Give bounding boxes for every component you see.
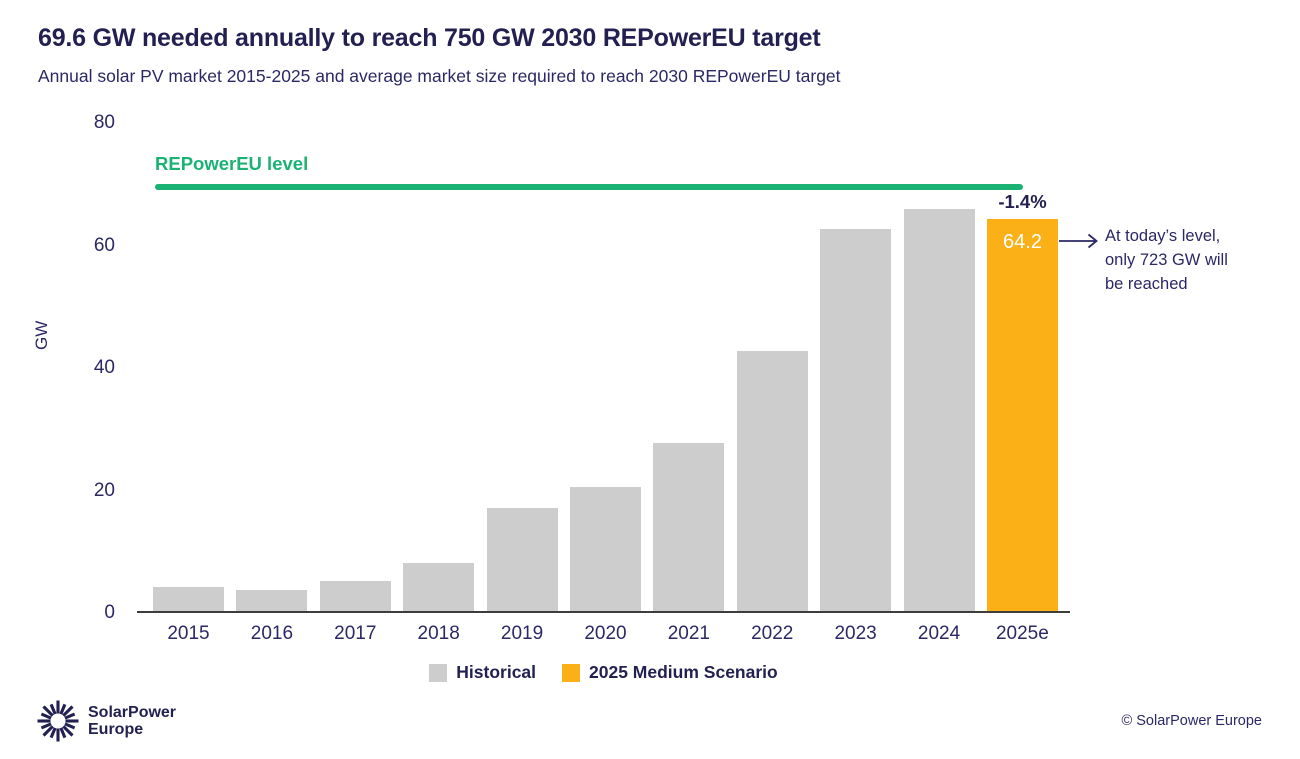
bar-column-2022: 2022 (736, 123, 808, 644)
repowereu-line-label: REPowerEU level (155, 153, 309, 174)
bar-column-2023: 2023 (820, 123, 892, 644)
bar-2024 (903, 209, 975, 611)
legend-item-historical: Historical (429, 662, 536, 683)
bar-column-2015: 2015 (153, 123, 224, 644)
bar-2017 (319, 580, 391, 611)
y-tick-0: 0 (104, 602, 115, 623)
bar-column-2024: 2024 (903, 123, 975, 644)
logo-line-1: SolarPower (88, 704, 177, 721)
bar-column-2019: 2019 (486, 123, 558, 644)
change-percent-label: -1.4% (998, 190, 1047, 212)
bar-column-2016: 2016 (236, 123, 308, 644)
annotation-text: At today’s level, only 723 GW will be re… (1105, 224, 1228, 296)
bar-2018 (403, 562, 475, 611)
solarpower-europe-logo: SolarPower Europe (36, 699, 176, 743)
bar-2015 (153, 587, 224, 611)
bar-series: 2015 2016 2017 2018 2019 2020 2021 2022 2023 2024… (153, 123, 1058, 644)
y-tick-60: 60 (93, 234, 115, 256)
logo-text: SolarPower Europe (88, 704, 176, 738)
scenario-swatch-icon (562, 663, 581, 682)
bar-column-2017: 2017 (319, 123, 391, 644)
bar-column-2025e: 2025e (986, 123, 1058, 644)
x-tick-2025e: 2025e (995, 623, 1049, 644)
x-tick-2016: 2016 (250, 623, 294, 644)
y-axis-title: GW (32, 320, 51, 350)
chart-title: 69.6 GW needed annually to reach 750 GW … (38, 24, 821, 52)
logo-line-2: Europe (88, 721, 144, 738)
legend-label-historical: Historical (456, 662, 537, 682)
legend-item-scenario: 2025 Medium Scenario (562, 662, 778, 683)
scenario-bar-value-label: 64.2 (1003, 230, 1042, 253)
bar-2020 (569, 487, 641, 611)
copyright-text: © SolarPower Europe (1121, 713, 1262, 729)
x-tick-2019: 2019 (500, 623, 544, 644)
legend: Historical 2025 Medium Scenario (137, 662, 1070, 683)
bar-2016 (236, 590, 308, 611)
bar-2023 (820, 229, 892, 611)
repowereu-target-line (155, 183, 1023, 190)
bar-column-2020: 2020 (569, 123, 641, 644)
bar-column-2018: 2018 (403, 123, 475, 644)
x-tick-2015: 2015 (167, 623, 210, 644)
sunburst-icon (37, 700, 79, 742)
chart-subtitle: Annual solar PV market 2015-2025 and ave… (38, 66, 841, 86)
bar-2025e (986, 219, 1058, 611)
y-tick-80: 80 (93, 112, 115, 133)
legend-label-scenario: 2025 Medium Scenario (589, 662, 778, 682)
y-tick-40: 40 (93, 357, 115, 378)
historical-swatch-icon (429, 663, 448, 682)
x-tick-2022: 2022 (751, 623, 794, 644)
x-tick-2020: 2020 (584, 623, 627, 644)
x-tick-2017: 2017 (334, 623, 377, 644)
x-tick-2023: 2023 (834, 623, 877, 644)
plot-area: REPowerEU level 2015 2016 2017 2018 2019 2020… (137, 123, 1098, 644)
annotation-arrow-icon (1059, 233, 1098, 248)
y-tick-20: 20 (93, 479, 115, 501)
x-tick-2024: 2024 (917, 623, 961, 644)
bar-2022 (736, 350, 808, 611)
x-tick-2018: 2018 (417, 623, 460, 644)
annotation-line-3: be reached (1105, 275, 1188, 293)
bar-2021 (653, 442, 725, 611)
annotation-line-1: At today’s level, (1105, 227, 1221, 245)
bar-column-2021: 2021 (653, 123, 725, 644)
bar-2019 (486, 507, 558, 611)
annotation-line-2: only 723 GW will (1105, 251, 1228, 269)
x-tick-2021: 2021 (667, 623, 710, 644)
